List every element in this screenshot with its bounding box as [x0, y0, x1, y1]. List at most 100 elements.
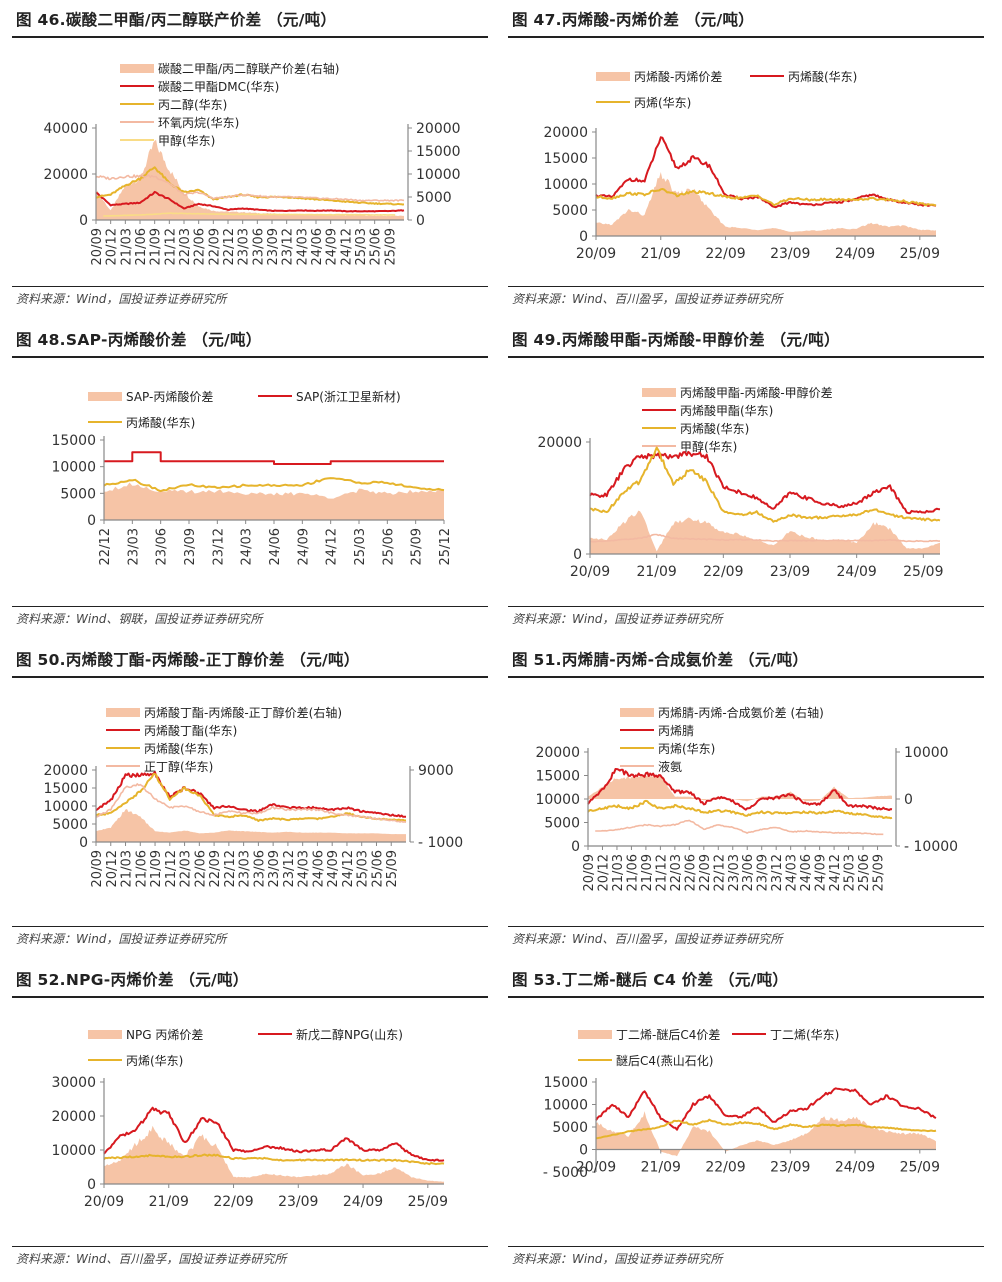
- legend-label: 丙烯(华东): [658, 741, 716, 756]
- chart-source: 资料来源：Wind，国投证券证券研究所: [16, 932, 227, 946]
- x-tick-label: 25/09: [385, 850, 400, 887]
- x-tick-label: 22/03: [178, 228, 193, 265]
- legend-swatch-area: [88, 1029, 122, 1039]
- title-rule: [508, 36, 984, 38]
- legend-label: SAP(浙江卫星新材): [296, 389, 401, 404]
- y-tick-label: 30000: [51, 1075, 96, 1091]
- x-tick-label: 24/09: [326, 850, 341, 887]
- y2-tick-label: 10000: [904, 745, 949, 761]
- legend-item: 丙烯酸甲酯-丙烯酸-甲醇价差: [642, 384, 833, 400]
- legend-item: 新戊二醇NPG(山东): [258, 1026, 403, 1042]
- legend-swatch-area: [620, 707, 654, 717]
- chart-source: 资料来源：Wind、钢联，国投证券证券研究所: [16, 612, 263, 626]
- x-tick-label: 24/09: [835, 246, 875, 262]
- legend-label: 正丁醇(华东): [144, 759, 214, 774]
- legend-label: 丙烯酸甲酯(华东): [680, 403, 774, 418]
- y-tick-label: 10000: [535, 792, 580, 808]
- legend-label: 丙烯酸(华东): [680, 421, 750, 436]
- legend-item: NPG 丙烯价差: [88, 1026, 203, 1042]
- chart-title: 图 51.丙烯腈-丙烯-合成氨价差 （元/吨）: [512, 651, 809, 669]
- series-line-2: [595, 1118, 937, 1140]
- legend-swatch-line: [88, 420, 122, 424]
- x-tick-label: 20/09: [84, 1194, 124, 1210]
- x-tick-label: 23/09: [266, 228, 281, 265]
- chart-title: 图 47.丙烯酸-丙烯价差 （元/吨）: [512, 11, 755, 29]
- x-tick-label: 20/09: [576, 246, 616, 262]
- legend-swatch-line: [258, 1032, 292, 1036]
- x-tick-label: 22/09: [208, 850, 223, 887]
- x-tick-label: 24/06: [268, 528, 283, 565]
- series-line-2: [589, 446, 941, 523]
- chart-panel-fig47: 图 47.丙烯酸-丙烯价差 （元/吨） 丙烯酸-丙烯价差 丙烯酸(华东) 丙烯(华东…: [508, 0, 984, 320]
- source-rule: [12, 286, 488, 287]
- legend-item: 丙烯酸丁酯-丙烯酸-正丁醇价差(右轴): [106, 704, 342, 720]
- legend-item: 丙烯酸(华东): [106, 740, 213, 756]
- legend-swatch-line: [578, 1058, 612, 1062]
- chart-title: 图 52.NPG-丙烯价差 （元/吨）: [16, 971, 249, 989]
- x-tick-label: 25/12: [438, 528, 453, 565]
- legend-swatch-line: [620, 764, 654, 768]
- y-tick-label: 10000: [43, 799, 88, 815]
- title-rule: [12, 676, 488, 678]
- y-tick-label: 15000: [543, 1075, 588, 1091]
- series-area-0: [588, 773, 892, 802]
- x-tick-label: 23/03: [237, 228, 252, 265]
- chart-source: 资料来源：Wind，国投证券证券研究所: [512, 1252, 723, 1266]
- x-tick-label: 23/09: [278, 1194, 318, 1210]
- chart-source: 资料来源：Wind、百川盈孚，国投证券证券研究所: [512, 932, 783, 946]
- chart-panel-fig52: 图 52.NPG-丙烯价差 （元/吨） NPG 丙烯价差 新戊二醇NPG(山东) 丙…: [12, 960, 488, 1280]
- x-tick-label: 20/12: [105, 850, 120, 887]
- legend-item: 丙烯(华东): [620, 740, 715, 756]
- chart-title: 图 50.丙烯酸丁酯-丙烯酸-正丁醇价差 （元/吨）: [16, 651, 360, 669]
- legend-label: SAP-丙烯酸价差: [126, 389, 214, 404]
- x-tick-label: 21/06: [134, 850, 149, 887]
- x-tick-label: 23/09: [770, 564, 810, 580]
- source-rule: [12, 926, 488, 927]
- x-tick-label: 23/09: [183, 528, 198, 565]
- legend-label: 丙烯酸(华东): [144, 741, 214, 756]
- series-line-1: [587, 768, 893, 811]
- x-tick-label: 22/12: [712, 854, 727, 891]
- x-tick-label: 22/09: [703, 564, 743, 580]
- title-rule: [12, 996, 488, 998]
- series-line-1: [95, 190, 405, 213]
- legend-label: 丙烯酸丁酯(华东): [144, 723, 238, 738]
- legend-item: 丙二醇(华东): [120, 96, 227, 112]
- x-tick-label: 24/12: [828, 854, 843, 891]
- source-rule: [508, 606, 984, 607]
- y-tick-label: 0: [573, 547, 582, 563]
- chart-panel-fig46: 图 46.碳酸二甲酯/丙二醇联产价差 （元/吨） 碳酸二甲酯/丙二醇联产价差(右…: [12, 0, 488, 320]
- x-tick-label: 23/12: [211, 528, 226, 565]
- legend-swatch-line: [120, 138, 154, 142]
- series-line-2: [587, 799, 893, 820]
- chart-plot: 0 5000 10000 15000 22/12 23/03 23/06 23/09 23/12…: [51, 433, 453, 565]
- x-tick-label: 23/03: [126, 528, 141, 565]
- legend-swatch-line: [106, 764, 140, 768]
- chart-plot: 0 10000 20000 30000 20/09 21/09 22/09 23/09 24/0…: [51, 1075, 448, 1210]
- x-tick-label: 25/09: [900, 246, 940, 262]
- source-rule: [508, 926, 984, 927]
- legend-swatch-area: [88, 391, 122, 401]
- legend-label: 碳酸二甲酯/丙二醇联产价差(右轴): [158, 61, 340, 76]
- legend-swatch-line: [642, 426, 676, 430]
- x-tick-label: 22/12: [222, 228, 237, 265]
- y-tick-label: 20000: [43, 167, 88, 183]
- x-tick-label: 20/09: [90, 850, 105, 887]
- x-tick-label: 20/12: [105, 228, 120, 265]
- source-rule: [508, 1246, 984, 1247]
- legend-swatch-area: [120, 63, 154, 73]
- y-tick-label: 20000: [543, 125, 588, 141]
- x-tick-label: 20/09: [576, 1160, 616, 1176]
- legend-label: 醚后C4(燕山石化): [616, 1053, 714, 1068]
- legend-item: 丙烯(华东): [596, 94, 691, 110]
- y-tick-label: 10000: [51, 1143, 96, 1159]
- series-line-4: [103, 212, 396, 217]
- y-tick-label: 15000: [43, 781, 88, 797]
- y2-tick-label: 20000: [416, 121, 461, 137]
- x-tick-label: 25/06: [370, 850, 385, 887]
- x-tick-label: 21/12: [654, 854, 669, 891]
- x-tick-label: 23/12: [770, 854, 785, 891]
- x-tick-label: 22/12: [98, 528, 113, 565]
- x-tick-label: 22/03: [179, 850, 194, 887]
- x-tick-label: 21/03: [119, 228, 134, 265]
